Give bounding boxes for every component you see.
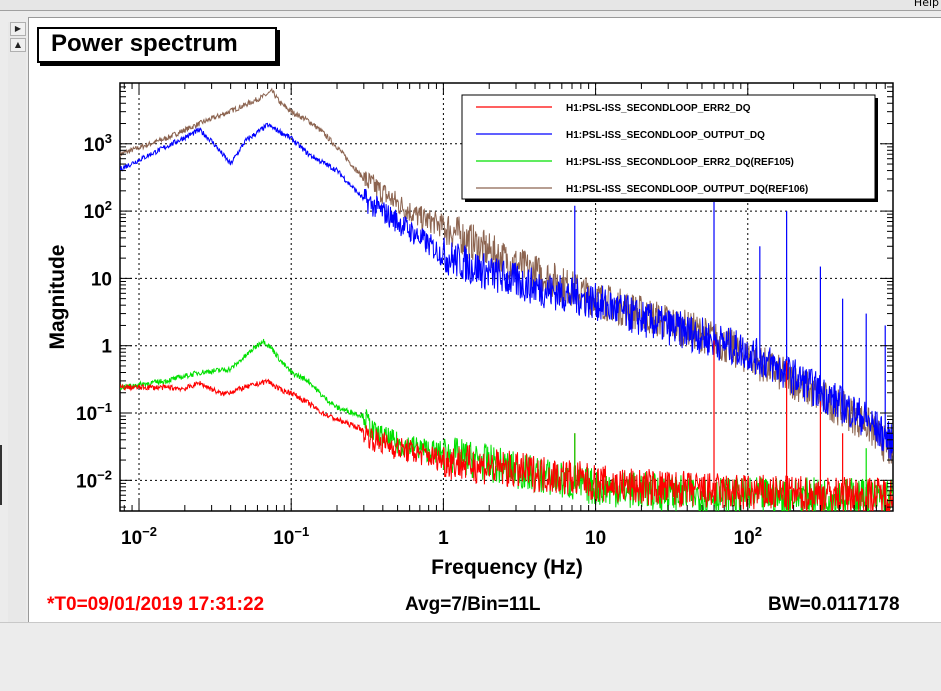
menu-bar: Help [0, 0, 941, 11]
y-tick-label: 102 [84, 198, 112, 223]
expand-right-arrow-icon[interactable]: ▶ [10, 22, 26, 36]
plot-title-box: Power spectrum [37, 27, 277, 63]
x-tick-label: 1 [438, 528, 449, 549]
x-tick-label: 10−1 [273, 524, 309, 549]
y-axis-label: Magnitude [46, 245, 69, 350]
side-panel [8, 22, 26, 622]
collapse-up-arrow-icon[interactable]: ▲ [10, 38, 26, 52]
legend-entry: H1:PSL-ISS_SECONDLOOP_ERR2_DQ [566, 103, 751, 114]
y-tick-label: 10−1 [76, 400, 112, 425]
series-line-1 [120, 122, 893, 461]
y-tick-label: 10−2 [76, 467, 112, 492]
x-tick-label: 10 [585, 528, 606, 549]
bandwidth-info: BW=0.0117178 [768, 594, 900, 615]
help-menu[interactable]: Help [913, 0, 939, 9]
bottom-panel [0, 622, 941, 691]
x-tick-label: 10−2 [121, 524, 157, 549]
legend-entry: H1:PSL-ISS_SECONDLOOP_OUTPUT_DQ(REF106) [566, 184, 808, 195]
x-tick-label: 102 [734, 524, 762, 549]
x-axis-label: Frequency (Hz) [431, 556, 583, 579]
plot-title: Power spectrum [51, 30, 238, 57]
y-tick-label: 10 [91, 269, 112, 290]
y-tick-label: 103 [84, 131, 112, 156]
legend-entry: H1:PSL-ISS_SECONDLOOP_OUTPUT_DQ [566, 130, 765, 141]
average-info: Avg=7/Bin=11L [405, 594, 541, 615]
legend-entry: H1:PSL-ISS_SECONDLOOP_ERR2_DQ(REF105) [566, 157, 794, 168]
y-tick-label: 1 [101, 337, 112, 358]
splitter-mark [0, 445, 2, 505]
t0-timestamp: *T0=09/01/2019 17:31:22 [47, 594, 265, 615]
series-line-0 [120, 378, 893, 511]
legend-box [461, 94, 876, 200]
